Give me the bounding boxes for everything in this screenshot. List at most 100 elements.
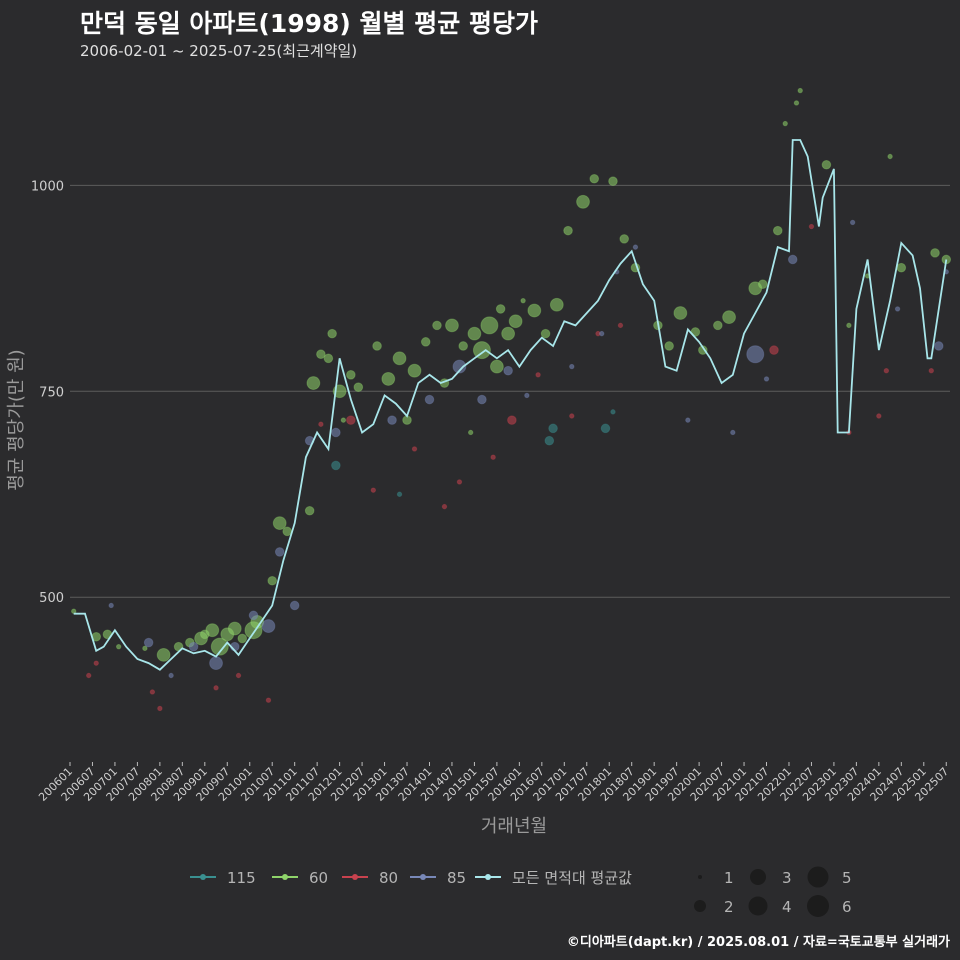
- point-115: [544, 435, 555, 446]
- point-85: [143, 637, 154, 648]
- point-60: [392, 351, 407, 366]
- point-80: [213, 685, 219, 691]
- point-115: [331, 460, 341, 471]
- point-85: [274, 547, 285, 557]
- point-80: [490, 454, 496, 460]
- point-85: [746, 345, 765, 364]
- average-line-path: [73, 139, 948, 671]
- legend: 115 60 80 85 모든 면적대 평균값 1 2 3 4 5 6: [190, 866, 852, 917]
- point-80: [535, 372, 541, 378]
- point-60: [508, 314, 523, 329]
- point-85: [763, 376, 770, 382]
- y-tick-label: 500: [39, 591, 64, 606]
- point-85: [524, 392, 530, 399]
- point-60: [156, 648, 171, 662]
- y-tick-label: 1000: [31, 179, 64, 194]
- point-115: [600, 423, 611, 434]
- point-80: [93, 660, 99, 666]
- point-60: [608, 176, 618, 187]
- point-60: [353, 382, 364, 392]
- point-60: [619, 234, 630, 244]
- point-85: [632, 244, 639, 250]
- point-60: [501, 326, 516, 341]
- legend-size-dot: [748, 896, 768, 916]
- legend-size-label: 3: [782, 869, 792, 887]
- point-80: [149, 689, 156, 695]
- point-85: [730, 429, 736, 436]
- legend-key-dot: [485, 874, 491, 880]
- point-115: [396, 491, 403, 497]
- point-60: [793, 100, 800, 106]
- point-60: [821, 159, 832, 170]
- point-80: [346, 415, 356, 425]
- point-60: [495, 304, 506, 314]
- point-60: [589, 173, 600, 184]
- legend-label: 80: [379, 869, 398, 887]
- point-60: [432, 320, 442, 331]
- point-60: [472, 341, 491, 360]
- point-80: [370, 487, 377, 493]
- point-85: [685, 417, 691, 423]
- point-60: [673, 306, 688, 320]
- legend-size-dot: [750, 869, 766, 885]
- legend-key-dot: [420, 874, 426, 880]
- point-60: [340, 417, 347, 423]
- point-60: [381, 372, 396, 386]
- point-80: [569, 413, 575, 419]
- point-60: [115, 643, 122, 650]
- point-85: [108, 602, 114, 609]
- point-60: [846, 322, 852, 329]
- point-85: [248, 610, 259, 621]
- legend-key-dot: [200, 874, 206, 880]
- point-80: [86, 672, 92, 679]
- point-80: [617, 322, 624, 329]
- legend-label: 모든 면적대 평균값: [512, 869, 632, 887]
- point-60: [722, 310, 736, 325]
- legend-label: 115: [227, 869, 256, 887]
- point-60: [887, 153, 893, 160]
- point-60: [896, 262, 907, 273]
- point-60: [549, 297, 564, 312]
- point-60: [698, 345, 708, 355]
- point-60: [527, 303, 542, 318]
- point-60: [563, 225, 573, 236]
- point-85: [503, 365, 513, 376]
- point-80: [411, 446, 418, 452]
- point-60: [323, 353, 334, 364]
- point-60: [664, 341, 674, 351]
- point-60: [237, 633, 248, 644]
- legend-key-dot: [352, 874, 358, 880]
- point-60: [372, 341, 382, 351]
- legend-size-dot: [698, 875, 702, 879]
- point-60: [227, 621, 242, 636]
- point-85: [387, 415, 397, 425]
- point-80: [883, 367, 890, 374]
- point-85: [168, 672, 174, 679]
- point-85: [477, 394, 487, 405]
- point-80: [507, 415, 517, 425]
- y-axis-ticks: 500 750 1000: [31, 179, 64, 606]
- legend-size-label: 1: [724, 869, 734, 887]
- point-60: [713, 320, 723, 331]
- scatter-points: [71, 87, 952, 712]
- point-80: [769, 345, 779, 355]
- point-80: [928, 367, 934, 374]
- point-60: [420, 337, 431, 347]
- legend-label: 85: [447, 869, 466, 887]
- legend-label: 60: [309, 869, 328, 887]
- point-60: [467, 326, 482, 341]
- point-115: [610, 409, 616, 415]
- point-85: [209, 656, 223, 671]
- point-85: [261, 619, 276, 633]
- point-60: [520, 297, 526, 304]
- point-60: [71, 608, 77, 614]
- point-80: [265, 697, 272, 703]
- point-115: [548, 423, 558, 434]
- point-60: [458, 341, 468, 351]
- grid-lines: [70, 184, 950, 598]
- point-60: [445, 318, 459, 333]
- point-60: [210, 637, 229, 656]
- point-85: [452, 359, 467, 374]
- point-60: [282, 526, 292, 537]
